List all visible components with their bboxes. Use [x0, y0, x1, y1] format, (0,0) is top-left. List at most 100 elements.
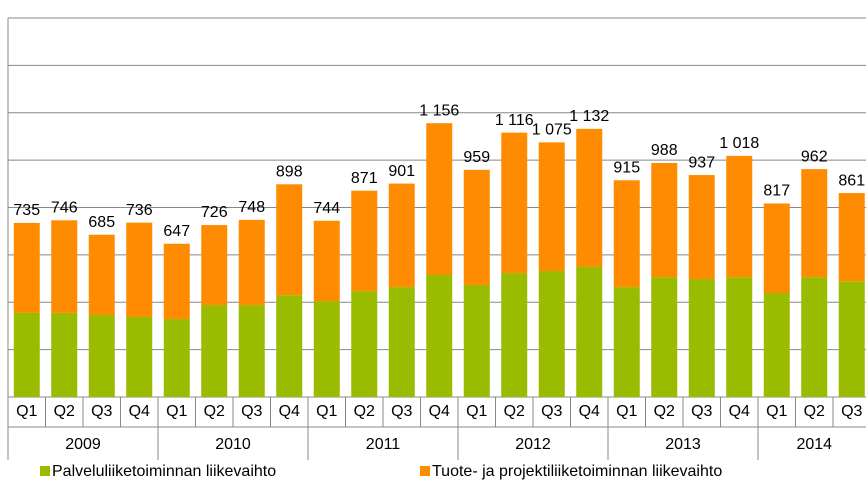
- legend-label: Palveluliiketoiminnan liikevaihto: [52, 463, 276, 480]
- x-tick-label: Q1: [466, 403, 487, 420]
- x-tick-label: Q4: [129, 403, 150, 420]
- bar-segment: [88, 315, 115, 397]
- bar-segment: [576, 128, 603, 267]
- bar-segment: [13, 312, 40, 397]
- bar-segment: [463, 284, 490, 397]
- bar-segment: [763, 293, 790, 397]
- x-tick-label: Q2: [804, 403, 825, 420]
- data-label: 748: [238, 199, 265, 216]
- x-group-label: 2009: [65, 436, 101, 453]
- bar-segment: [426, 123, 453, 276]
- legend-swatch: [40, 466, 50, 476]
- x-tick-label: Q3: [391, 403, 412, 420]
- data-label: 871: [351, 170, 378, 187]
- data-label: 937: [688, 154, 715, 171]
- bar-segment: [51, 312, 78, 397]
- x-group-label: 2011: [366, 436, 401, 453]
- x-tick-label: Q4: [729, 403, 750, 420]
- bar-segment: [688, 175, 715, 280]
- bar-segment: [126, 316, 153, 397]
- bar-segment: [688, 279, 715, 397]
- data-label: 1 018: [719, 135, 759, 152]
- data-label: 736: [126, 202, 153, 219]
- x-tick-label: Q2: [354, 403, 375, 420]
- bar-segment: [51, 220, 78, 313]
- x-tick-label: Q2: [654, 403, 675, 420]
- legend-label: Tuote- ja projektiliiketoiminnan liikeva…: [432, 463, 722, 480]
- data-label: 915: [613, 159, 640, 176]
- bar-segment: [426, 275, 453, 397]
- bar-segment: [276, 295, 303, 397]
- bar-segment: [163, 319, 190, 397]
- bar-segment: [538, 142, 565, 271]
- legend-swatch: [420, 466, 430, 476]
- bar-segment: [163, 243, 190, 320]
- bar-segment: [651, 277, 678, 397]
- bar-segment: [801, 277, 828, 397]
- data-label: 898: [276, 164, 303, 181]
- x-group-label: 2010: [215, 436, 251, 453]
- x-tick-label: Q1: [766, 403, 787, 420]
- bar-segment: [501, 132, 528, 274]
- data-label: 988: [651, 142, 678, 159]
- bar-segment: [238, 305, 265, 397]
- x-tick-label: Q3: [841, 403, 862, 420]
- bar-segment: [313, 220, 340, 302]
- data-label: 1 132: [569, 108, 609, 125]
- bar-segment: [351, 291, 378, 397]
- bar-segment: [388, 287, 415, 397]
- data-label: 746: [51, 200, 78, 217]
- data-label: 1 116: [495, 112, 534, 129]
- bar-segment: [313, 301, 340, 397]
- bar-segment: [463, 169, 490, 285]
- data-label: 726: [201, 204, 228, 221]
- bar-segment: [238, 219, 265, 306]
- bar-segment: [88, 234, 115, 316]
- x-tick-label: Q3: [541, 403, 562, 420]
- x-tick-label: Q1: [316, 403, 337, 420]
- bar-segment: [351, 190, 378, 292]
- x-tick-label: Q3: [91, 403, 112, 420]
- bar-segment: [726, 277, 753, 397]
- x-tick-label: Q1: [16, 403, 37, 420]
- bar-segment: [726, 155, 753, 278]
- data-label: 962: [801, 148, 828, 165]
- bar-segment: [126, 222, 153, 317]
- x-group-label: 2013: [665, 436, 701, 453]
- data-label: 817: [763, 183, 790, 200]
- x-tick-label: Q2: [504, 403, 525, 420]
- bar-segment: [388, 183, 415, 288]
- x-tick-label: Q4: [279, 403, 300, 420]
- bar-segment: [501, 273, 528, 397]
- data-label: 685: [88, 214, 115, 231]
- data-label: 735: [13, 202, 40, 219]
- data-label: 744: [313, 200, 340, 217]
- data-label: 901: [388, 163, 415, 180]
- data-label: 1 156: [419, 102, 459, 119]
- bar-segment: [201, 225, 228, 306]
- bar-segment: [613, 287, 640, 397]
- x-group-label: 2014: [796, 436, 832, 453]
- bar-segment: [763, 203, 790, 294]
- bar-segment: [838, 281, 865, 397]
- bar-segment: [801, 169, 828, 278]
- bar-segment: [613, 180, 640, 288]
- bar-segment: [13, 222, 40, 313]
- x-tick-label: Q3: [691, 403, 712, 420]
- x-tick-label: Q1: [616, 403, 637, 420]
- x-tick-label: Q1: [166, 403, 187, 420]
- data-label: 1 075: [532, 122, 572, 139]
- x-tick-label: Q3: [241, 403, 262, 420]
- x-tick-label: Q2: [204, 403, 225, 420]
- bar-segment: [651, 162, 678, 278]
- bar-segment: [201, 305, 228, 397]
- bar-segment: [576, 266, 603, 397]
- x-tick-label: Q4: [579, 403, 600, 420]
- x-tick-label: Q4: [429, 403, 450, 420]
- data-label: 861: [838, 172, 865, 189]
- bar-segment: [838, 193, 865, 282]
- data-label: 959: [463, 149, 490, 166]
- bar-segment: [276, 184, 303, 296]
- data-label: 647: [163, 223, 190, 240]
